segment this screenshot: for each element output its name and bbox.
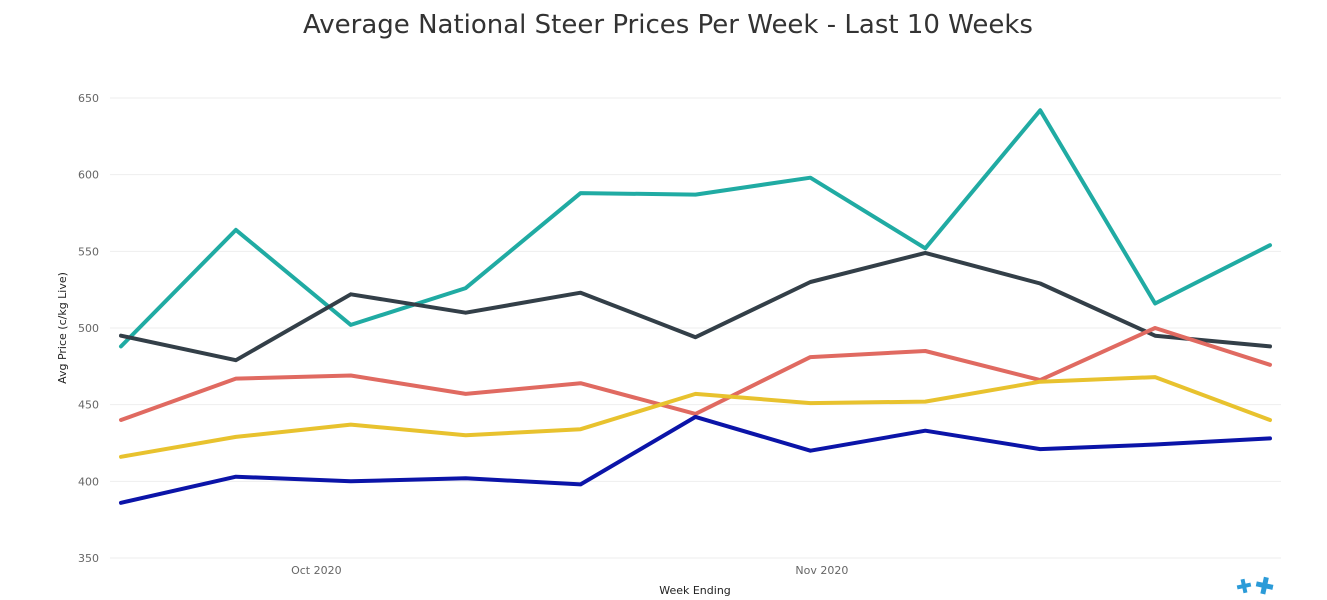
y-tick-label: 550 (78, 245, 99, 258)
y-tick-label: 350 (78, 552, 99, 565)
x-axis-ticks: Oct 2020 Nov 2020 (291, 564, 848, 577)
y-tick-label: 400 (78, 475, 99, 488)
gridlines (110, 97, 1281, 559)
x-axis-title: Week Ending (659, 584, 731, 597)
y-axis-ticks: 350 400 450 500 550 600 650 (78, 92, 99, 565)
y-tick-label: 650 (78, 92, 99, 105)
y-axis-title: Avg Price (c/kg Live) (56, 272, 69, 384)
series-line-4 (119, 375, 1272, 459)
y-tick-label: 600 (78, 169, 99, 182)
x-tick-label: Oct 2020 (291, 564, 342, 577)
y-tick-label: 500 (78, 322, 99, 335)
cross-logo-icon (1236, 576, 1274, 595)
series-line-3 (119, 326, 1272, 422)
series-lines (119, 108, 1272, 505)
y-tick-label: 450 (78, 399, 99, 412)
series-line-2 (119, 250, 1272, 363)
x-tick-label: Nov 2020 (795, 564, 848, 577)
series-line-5 (119, 414, 1272, 505)
chart-title: Average National Steer Prices Per Week -… (303, 10, 1033, 40)
series-line-1 (119, 108, 1272, 349)
